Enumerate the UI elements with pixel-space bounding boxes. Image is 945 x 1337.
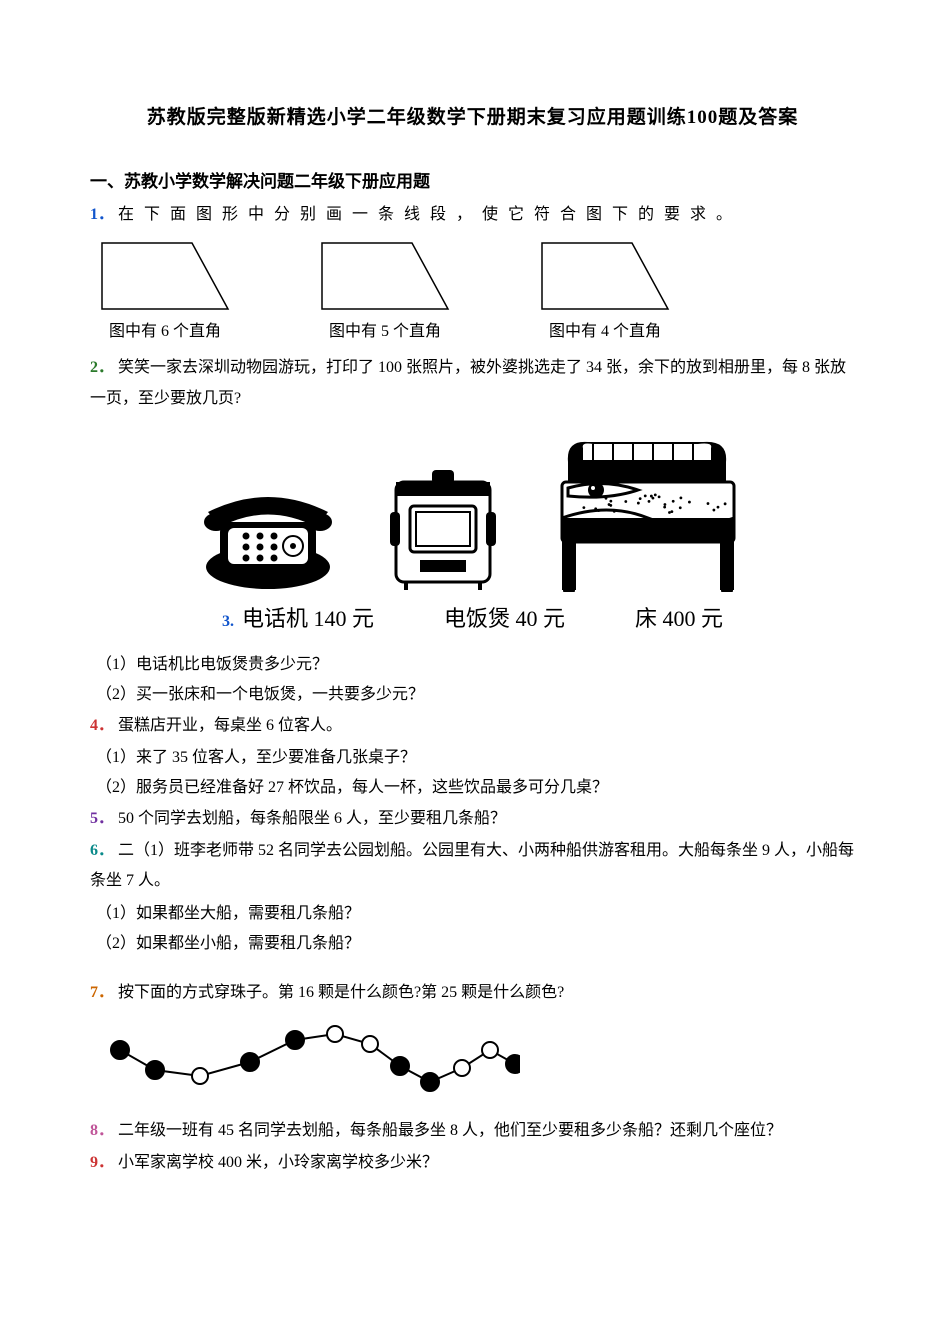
q3-price-row: 3.电话机 140 元 电饭煲 40 元 床 400 元 <box>90 598 855 640</box>
q1-number: 1． <box>90 206 114 223</box>
q4-number: 4． <box>90 717 114 734</box>
question-2: 2． 笑笑一家去深圳动物园游玩，打印了 100 张照片，被外婆挑选走了 34 张… <box>90 353 855 414</box>
q4-sub-2: （2）服务员已经准备好 27 杯饮品，每人一杯，这些饮品最多可分几桌？ <box>96 773 855 803</box>
question-6: 6． 二（1）班李老师带 52 名同学去公园划船。公园里有大、小两种船供游客租用… <box>90 836 855 897</box>
q1-shape-3: 图中有 4 个直角 <box>540 241 670 347</box>
question-5: 5． 50 个同学去划船，每条船限坐 6 人，至少要租几条船？ <box>90 804 855 834</box>
product-phone <box>198 472 338 592</box>
q4-text: 蛋糕店开业，每桌坐 6 位客人。 <box>118 717 342 734</box>
q9-text: 小军家离学校 400 米，小玲家离学校多少米？ <box>118 1154 438 1171</box>
q9-number: 9． <box>90 1154 114 1171</box>
product-bed <box>548 432 748 592</box>
trapezoid-icon <box>100 241 230 311</box>
q6-number: 6． <box>90 842 114 859</box>
q6-sub-1: （1）如果都坐大船，需要租几条船？ <box>96 899 855 929</box>
q2-text: 笑笑一家去深圳动物园游玩，打印了 100 张照片，被外婆挑选走了 34 张，余下… <box>90 359 846 406</box>
beads-icon <box>100 1014 520 1104</box>
trapezoid-icon <box>540 241 670 311</box>
q1-caption-2: 图中有 5 个直角 <box>320 317 450 347</box>
q1-caption-3: 图中有 4 个直角 <box>540 317 670 347</box>
page-title: 苏教版完整版新精选小学二年级数学下册期末复习应用题训练100题及答案 <box>90 100 855 136</box>
question-4: 4． 蛋糕店开业，每桌坐 6 位客人。 <box>90 711 855 741</box>
q1-shapes-row: 图中有 6 个直角 图中有 5 个直角 图中有 4 个直角 <box>100 241 855 347</box>
q4-sub-1: （1）来了 35 位客人，至少要准备几张桌子？ <box>96 743 855 773</box>
q8-number: 8． <box>90 1122 114 1139</box>
q7-beads <box>100 1014 855 1104</box>
question-7: 7． 按下面的方式穿珠子。第 16 颗是什么颜色?第 25 颗是什么颜色? <box>90 978 855 1008</box>
question-8: 8． 二年级一班有 45 名同学去划船，每条船最多坐 8 人，他们至少要租多少条… <box>90 1116 855 1146</box>
price-cooker: 电饭煲 40 元 <box>444 598 565 640</box>
q3-number: 3. <box>222 607 242 637</box>
product-cooker <box>388 462 498 592</box>
bed-icon <box>548 432 748 592</box>
price-bed: 床 400 元 <box>635 598 723 640</box>
price-phone: 电话机 140 元 <box>242 606 374 631</box>
q2-number: 2． <box>90 359 114 376</box>
question-1: 1． 在下面图形中分别画一条线段，使它符合图下的要求。 <box>90 200 855 230</box>
question-9: 9． 小军家离学校 400 米，小玲家离学校多少米？ <box>90 1148 855 1178</box>
q1-text: 在下面图形中分别画一条线段，使它符合图下的要求。 <box>118 206 742 223</box>
trapezoid-icon <box>320 241 450 311</box>
q7-text: 按下面的方式穿珠子。第 16 颗是什么颜色?第 25 颗是什么颜色? <box>118 984 564 1001</box>
rice-cooker-icon <box>388 462 498 592</box>
q6-text: 二（1）班李老师带 52 名同学去公园划船。公园里有大、小两种船供游客租用。大船… <box>90 842 854 889</box>
telephone-icon <box>198 472 338 592</box>
q3-sub-1: （1）电话机比电饭煲贵多少元？ <box>96 650 855 680</box>
q3-sub-2: （2）买一张床和一个电饭煲，一共要多少元？ <box>96 680 855 710</box>
q6-sub-2: （2）如果都坐小船，需要租几条船？ <box>96 929 855 959</box>
q7-number: 7． <box>90 984 114 1001</box>
q3-products-row <box>90 432 855 592</box>
q5-text: 50 个同学去划船，每条船限坐 6 人，至少要租几条船？ <box>118 810 506 827</box>
q1-caption-1: 图中有 6 个直角 <box>100 317 230 347</box>
q1-shape-2: 图中有 5 个直角 <box>320 241 450 347</box>
q1-shape-1: 图中有 6 个直角 <box>100 241 230 347</box>
section-heading: 一、苏教小学数学解决问题二年级下册应用题 <box>90 166 855 198</box>
q5-number: 5． <box>90 810 114 827</box>
q8-text: 二年级一班有 45 名同学去划船，每条船最多坐 8 人，他们至少要租多少条船？还… <box>118 1122 782 1139</box>
